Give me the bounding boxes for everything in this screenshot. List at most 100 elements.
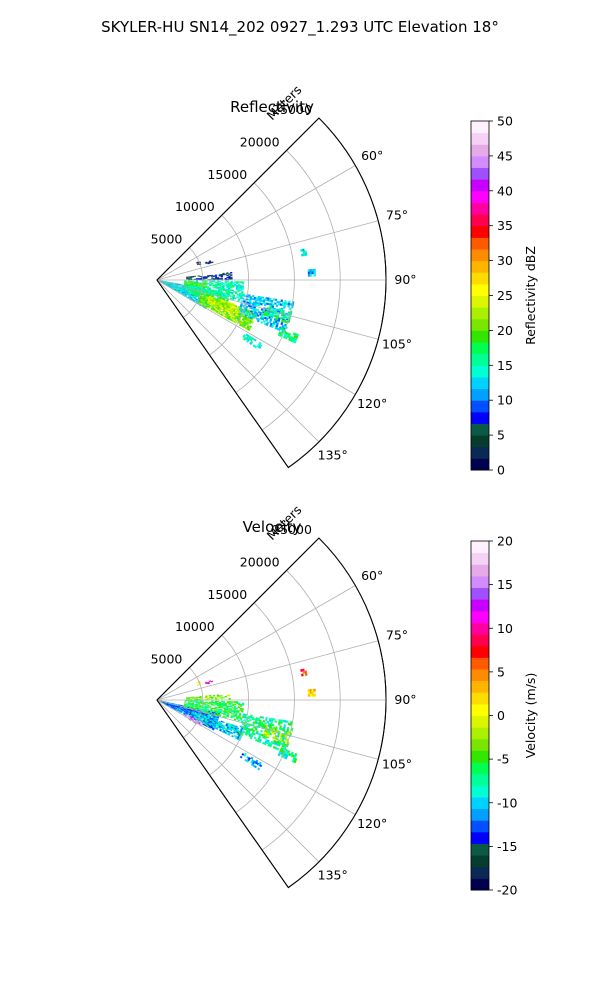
echo-gate bbox=[256, 314, 260, 317]
echo-gate bbox=[309, 269, 312, 272]
echo-gate bbox=[258, 345, 262, 349]
azimuth-gridline bbox=[156, 279, 356, 395]
echo-gate bbox=[226, 702, 229, 704]
echo-gate bbox=[219, 289, 223, 292]
range-tick-label: 25000 bbox=[272, 522, 312, 537]
echo-gate bbox=[219, 301, 222, 304]
echo-gate bbox=[244, 733, 248, 736]
echo-gate bbox=[269, 744, 273, 748]
colorbar-segment bbox=[471, 330, 489, 343]
echo-gate bbox=[216, 287, 219, 290]
echo-gate bbox=[211, 728, 215, 731]
echo-gate bbox=[205, 697, 208, 699]
colorbar-tick-label: 0 bbox=[497, 463, 505, 478]
colorbar-tick-label: 0 bbox=[497, 708, 505, 723]
echo-gate bbox=[237, 711, 240, 714]
echo-gate bbox=[239, 705, 243, 707]
echo-gate bbox=[309, 271, 313, 275]
echo-gate bbox=[244, 314, 248, 318]
echo-gate bbox=[204, 286, 208, 288]
echo-gate bbox=[224, 716, 227, 719]
echo-gate bbox=[228, 308, 232, 311]
echo-gate bbox=[207, 704, 210, 707]
echo-gate bbox=[258, 740, 262, 744]
echo-gate bbox=[230, 286, 233, 289]
colorbar-segment bbox=[471, 260, 489, 273]
range-tick-label: 20000 bbox=[240, 134, 280, 149]
echo-gate bbox=[193, 705, 196, 707]
echo-gate bbox=[197, 278, 200, 280]
echo-gate bbox=[284, 336, 288, 340]
echo-gate bbox=[231, 710, 234, 713]
echo-gate bbox=[228, 705, 231, 708]
echo-gate bbox=[259, 764, 263, 768]
echo-gate bbox=[184, 281, 187, 283]
echo-gate bbox=[237, 290, 240, 293]
echo-gate bbox=[237, 719, 240, 722]
azimuth-gridline bbox=[156, 279, 379, 340]
echo-gate bbox=[191, 697, 195, 699]
echo-gate bbox=[222, 295, 226, 298]
echo-gate bbox=[231, 292, 234, 295]
echo-gate bbox=[247, 724, 251, 728]
echo-gate bbox=[199, 697, 202, 699]
echo-gate bbox=[193, 283, 196, 285]
echo-gate bbox=[203, 705, 206, 707]
echo-gate bbox=[188, 292, 191, 294]
echo-gate bbox=[271, 723, 275, 727]
echo-gate bbox=[211, 697, 214, 699]
range-ring bbox=[235, 182, 295, 393]
echo-gate bbox=[313, 688, 316, 692]
echo-gate bbox=[224, 695, 227, 698]
range-ring bbox=[235, 602, 295, 813]
echo-gate bbox=[276, 729, 279, 733]
echo-gate bbox=[209, 703, 212, 705]
echo-gate bbox=[197, 285, 200, 287]
echo-gate bbox=[186, 281, 189, 283]
echo-gate bbox=[235, 717, 239, 720]
echo-gate bbox=[205, 277, 208, 279]
echo-gate bbox=[226, 272, 229, 274]
echo-gate bbox=[235, 313, 238, 317]
echo-gate bbox=[214, 297, 218, 300]
echo-gate bbox=[233, 718, 237, 721]
echo-gate bbox=[229, 289, 233, 291]
echo-gate bbox=[214, 703, 218, 705]
echo-gate bbox=[277, 722, 281, 726]
echo-gate bbox=[287, 304, 290, 308]
echo-gate bbox=[211, 275, 214, 278]
echo-gate bbox=[222, 283, 225, 285]
echo-gate bbox=[277, 743, 281, 747]
echo-gate bbox=[216, 695, 220, 697]
echo-gate bbox=[234, 321, 237, 324]
echo-gate bbox=[289, 723, 293, 726]
echo-gate bbox=[216, 700, 220, 703]
colorbar-segment bbox=[471, 762, 489, 775]
echo-gate bbox=[193, 701, 197, 703]
echo-gate bbox=[249, 719, 252, 722]
echo-gate bbox=[236, 702, 239, 705]
echo-gate bbox=[236, 296, 239, 299]
echo-gate bbox=[222, 707, 225, 709]
colorbar-segment bbox=[471, 727, 489, 740]
velocity-panel: Velocity 60° 75° 90° 105° 120° 135° 5000 10000 1… bbox=[151, 502, 538, 897]
echo-gate bbox=[279, 333, 283, 338]
colorbar-segment bbox=[471, 785, 489, 798]
colorbar-segment bbox=[471, 855, 489, 868]
colorbar-tick-label: -5 bbox=[497, 752, 509, 767]
colorbar-segment bbox=[471, 541, 489, 554]
echo-gate bbox=[248, 321, 252, 325]
echo-gate bbox=[218, 280, 222, 283]
azimuth-tick-label: 75° bbox=[386, 628, 408, 643]
echo-gate bbox=[237, 299, 240, 302]
velocity-title: Velocity bbox=[243, 518, 302, 536]
echo-gate bbox=[212, 286, 215, 289]
echo-gate bbox=[188, 700, 191, 702]
azimuth-tick-label: 120° bbox=[357, 396, 387, 411]
azimuth-tick-label: 60° bbox=[361, 568, 383, 583]
echo-gate bbox=[179, 711, 182, 714]
echo-gate bbox=[307, 273, 311, 277]
echo-gate bbox=[265, 310, 269, 314]
colorbar-segment bbox=[471, 738, 489, 751]
colorbar-segment bbox=[471, 435, 489, 448]
